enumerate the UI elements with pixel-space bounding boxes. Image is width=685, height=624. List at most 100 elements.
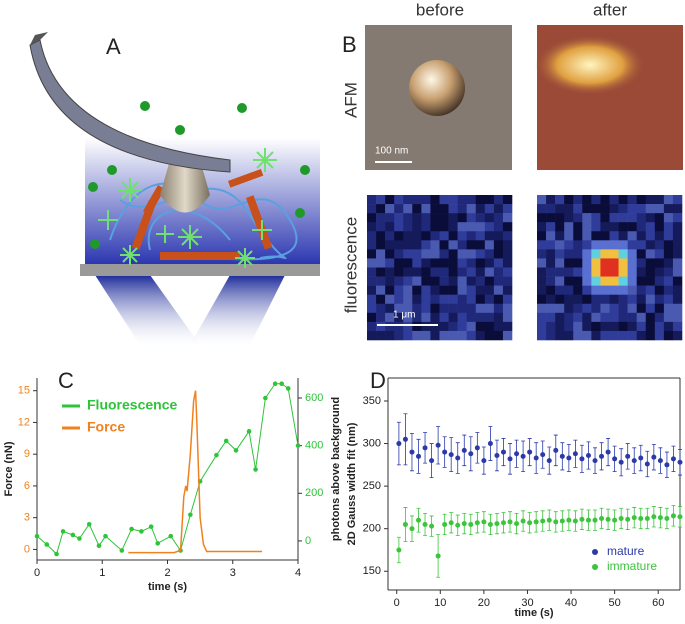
pixel [493, 330, 504, 341]
point [396, 547, 402, 553]
pixel [475, 276, 486, 286]
pixel [439, 321, 449, 332]
pixel [421, 285, 431, 295]
pixel [394, 267, 404, 277]
point [442, 521, 448, 527]
pixel [573, 249, 583, 259]
pixel [421, 204, 431, 214]
pixel [448, 312, 458, 323]
pixel [663, 204, 674, 214]
pixel [367, 213, 377, 223]
pixel [591, 276, 601, 286]
point [86, 521, 92, 527]
pixel [663, 249, 674, 259]
pixel [627, 276, 637, 286]
point [500, 449, 506, 455]
point [553, 447, 559, 453]
pixel [421, 321, 431, 332]
point [223, 438, 229, 444]
point [246, 429, 252, 434]
pixel [457, 195, 467, 205]
point [592, 517, 598, 523]
pixel [645, 330, 656, 341]
pixel [493, 240, 504, 250]
point [599, 515, 605, 521]
pixel [367, 294, 377, 305]
pixel [367, 303, 377, 314]
point [487, 441, 493, 447]
scale-bar-label: 100 nm [375, 146, 408, 157]
point [416, 453, 422, 459]
pixel [439, 276, 449, 286]
pixel [573, 294, 583, 305]
pixel [537, 330, 547, 341]
pixel [439, 204, 449, 214]
point [507, 519, 513, 525]
pixel [466, 312, 477, 323]
pixel [403, 303, 413, 314]
pixel [555, 222, 565, 232]
pixel [600, 312, 610, 323]
pixel [618, 249, 628, 259]
pixel [430, 231, 440, 241]
pixel [627, 204, 637, 214]
pixel [537, 321, 547, 332]
pixel [546, 204, 556, 214]
pixel [421, 195, 431, 205]
pixel [573, 276, 583, 286]
y2-tick-label: 200 [305, 487, 323, 499]
point [44, 542, 50, 547]
pixel [609, 195, 619, 205]
pixel [403, 204, 413, 214]
point [214, 452, 219, 458]
pixel [672, 303, 683, 314]
x-tick-label: 0 [394, 597, 400, 609]
pixel [376, 321, 386, 332]
point [540, 452, 546, 458]
pixel [448, 231, 458, 241]
pixel [654, 258, 665, 268]
pixel [672, 294, 683, 305]
pixel [475, 195, 486, 205]
pixel [582, 294, 592, 305]
pixel [537, 276, 547, 286]
pixel [618, 312, 628, 323]
pixel [430, 312, 440, 323]
pixel [457, 321, 467, 332]
point [188, 512, 193, 518]
pixel [412, 276, 422, 286]
point [566, 517, 572, 523]
pixel [412, 303, 422, 314]
cantilever [29, 39, 231, 173]
pixel [591, 321, 601, 332]
y-tick-label: 350 [363, 395, 381, 407]
pixel [654, 285, 665, 295]
pixel [466, 276, 477, 286]
pixel [457, 231, 467, 241]
pixel [466, 240, 477, 250]
pixel [618, 267, 628, 277]
pixel [475, 267, 486, 277]
pixel [484, 222, 495, 232]
pixel [546, 330, 556, 341]
pixel [439, 285, 449, 295]
pixel [636, 249, 647, 259]
point [272, 381, 278, 387]
pixel [654, 204, 665, 214]
point [455, 455, 461, 461]
point [295, 443, 301, 448]
point [263, 395, 268, 401]
pixel [439, 312, 449, 323]
point [481, 519, 487, 525]
pixel [394, 303, 404, 314]
pixel [376, 258, 386, 268]
point [474, 445, 480, 451]
y-axis-label: Force (nN) [3, 441, 15, 496]
point [572, 518, 578, 524]
legend-swatch [592, 549, 598, 555]
pixel [546, 294, 556, 305]
pixel [591, 312, 601, 323]
pixel [555, 303, 565, 314]
pixel [448, 276, 458, 286]
